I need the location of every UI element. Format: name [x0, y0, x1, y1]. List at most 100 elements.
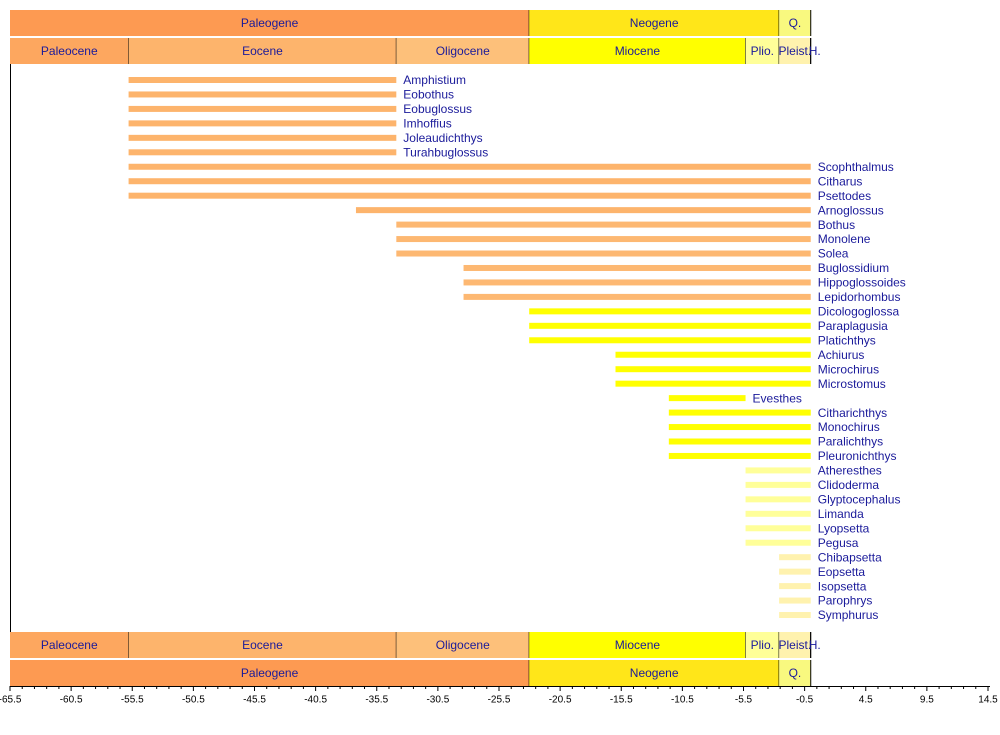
taxon-label: Lyopsetta [818, 521, 870, 535]
x-tick-label: -20.5 [549, 695, 572, 706]
range-bar [529, 308, 811, 315]
taxon-label: Microchirus [818, 362, 879, 376]
range-bar [396, 236, 811, 243]
range-bar [745, 539, 811, 546]
period-label: Neogene [630, 666, 679, 680]
epoch-label: H. [809, 638, 821, 652]
range-bar [529, 322, 811, 329]
period [779, 10, 811, 36]
range-bar [128, 149, 397, 156]
period [529, 660, 780, 686]
range-bar [615, 366, 811, 373]
x-tick-label: -0.5 [796, 695, 814, 706]
range-bar [745, 467, 811, 474]
epoch [396, 38, 530, 64]
taxon-label: Isopsetta [818, 579, 867, 593]
taxon-label: Glyptocephalus [818, 493, 901, 507]
range-bar [529, 337, 811, 344]
period-label: Q. [789, 666, 802, 680]
epoch-label: Eocene [242, 638, 283, 652]
x-tick-label: -5.5 [735, 695, 753, 706]
period [529, 10, 780, 36]
taxon-label: Buglossidium [818, 261, 889, 275]
taxon-label: Eobuglossus [403, 102, 472, 116]
taxon-label: Paraplagusia [818, 319, 888, 333]
taxon-label: Microstomus [818, 377, 886, 391]
taxon-label: Arnoglossus [818, 203, 884, 217]
epoch [779, 38, 811, 64]
taxon-label: Imhoffius [403, 117, 451, 131]
x-tick-label: -45.5 [243, 695, 266, 706]
epoch-label: Oligocene [436, 638, 490, 652]
period [10, 660, 530, 686]
x-tick-label: -35.5 [365, 695, 388, 706]
epoch-label: Oligocene [436, 44, 490, 58]
taxon-label: Joleaudichthys [403, 131, 482, 145]
x-tick-label: 4.5 [859, 695, 873, 706]
epoch-label: Miocene [615, 638, 661, 652]
range-bar [396, 250, 811, 257]
taxon-label: Monolene [818, 232, 871, 246]
range-bar [128, 120, 397, 127]
range-bar [463, 264, 811, 271]
range-bar [463, 293, 811, 300]
range-bar [745, 510, 811, 517]
epoch-label: Pleist. [779, 638, 812, 652]
epoch [128, 38, 397, 64]
taxon-label: Pleuronichthys [818, 449, 897, 463]
x-tick-label: -25.5 [488, 695, 511, 706]
epoch [128, 632, 397, 658]
taxon-label: Limanda [818, 507, 864, 521]
epoch-label: H. [809, 44, 821, 58]
taxon-label: Hippoglossoides [818, 276, 906, 290]
epoch [779, 632, 811, 658]
range-bar [779, 597, 811, 604]
range-bar [128, 91, 397, 98]
taxon-label: Dicologoglossa [818, 305, 900, 319]
range-bar [128, 192, 811, 199]
range-bar [128, 105, 397, 112]
epoch [10, 632, 129, 658]
x-tick-label: -55.5 [121, 695, 144, 706]
range-bar [745, 481, 811, 488]
epoch [745, 38, 780, 64]
x-tick-label: 14.5 [978, 695, 998, 706]
taxon-label: Eobothus [403, 88, 454, 102]
range-bar [668, 395, 746, 402]
epoch [745, 632, 780, 658]
taxon-label: Eopsetta [818, 565, 866, 579]
epoch-label: Pleist. [779, 44, 812, 58]
taxon-label: Paralichthys [818, 435, 883, 449]
range-bar [779, 612, 811, 619]
range-bar [779, 568, 811, 575]
range-bar [615, 351, 811, 358]
range-bar [668, 424, 811, 431]
epoch-label: Paleocene [41, 638, 98, 652]
taxon-label: Scophthalmus [818, 160, 894, 174]
x-tick-label: -40.5 [304, 695, 327, 706]
period-label: Paleogene [241, 16, 299, 30]
x-tick-label: -15.5 [610, 695, 633, 706]
range-bar [396, 221, 811, 228]
period-label: Neogene [630, 16, 679, 30]
range-bar [779, 554, 811, 561]
taxon-label: Platichthys [818, 333, 876, 347]
epoch-label: Paleocene [41, 44, 98, 58]
taxon-label: Psettodes [818, 189, 871, 203]
taxon-label: Clidoderma [818, 478, 880, 492]
range-bar [615, 380, 811, 387]
taxon-label: Symphurus [818, 608, 879, 622]
range-bar [779, 583, 811, 590]
taxon-label: Bothus [818, 218, 855, 232]
period [10, 10, 530, 36]
epoch [10, 38, 129, 64]
epoch-label: Plio. [751, 44, 774, 58]
range-bar [128, 134, 397, 141]
range-bar [668, 452, 811, 459]
epoch-label: Eocene [242, 44, 283, 58]
x-tick-label: -65.5 [0, 695, 22, 706]
range-bar [745, 525, 811, 532]
taxon-label: Citharus [818, 174, 863, 188]
taxon-label: Monochirus [818, 420, 880, 434]
taxon-label: Evesthes [753, 391, 802, 405]
